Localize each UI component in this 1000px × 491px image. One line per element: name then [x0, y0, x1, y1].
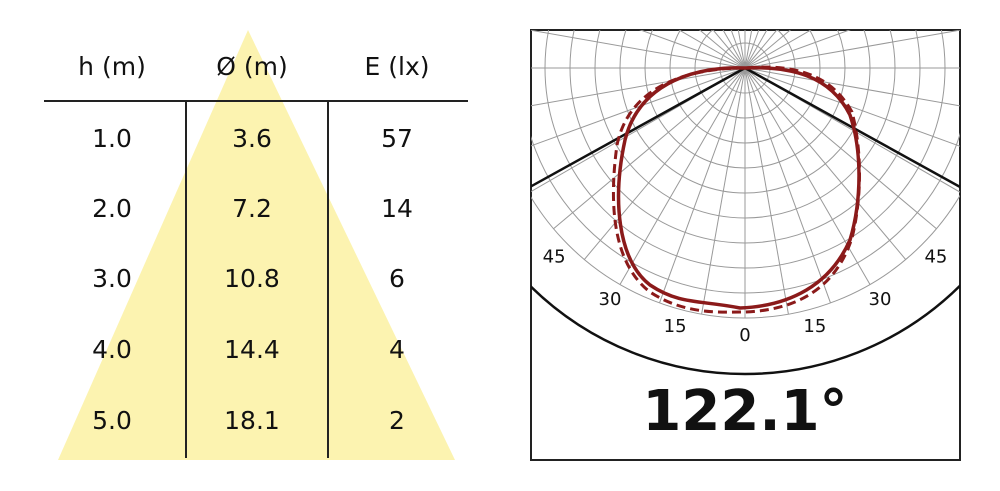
grid-spoke: [744, 30, 792, 69]
angle-labels: 45 30 15 0 15 30 45: [543, 247, 948, 346]
table-cell: 4: [389, 335, 405, 364]
grid-spoke: [698, 30, 746, 69]
grid-spoke: [531, 30, 746, 69]
grid-spoke: [744, 30, 778, 69]
table-cell: 6: [389, 264, 405, 293]
column-header: Ø (m): [216, 52, 287, 81]
column-header: h (m): [78, 52, 146, 81]
angle-label: 0: [739, 325, 750, 346]
light-cone: [58, 30, 455, 460]
grid-spoke: [712, 30, 746, 69]
table-cell: 2.0: [92, 194, 132, 223]
angle-label: 45: [543, 247, 566, 268]
grid-spoke: [619, 67, 746, 285]
grid-spoke: [659, 67, 746, 304]
table-cell: 5.0: [92, 406, 132, 435]
table-cell: 2: [389, 406, 405, 435]
grid-spoke: [744, 30, 812, 69]
grid-spoke: [744, 67, 960, 147]
beam-edge: [744, 66, 960, 189]
beam-edge: [531, 66, 746, 188]
intensity-curve: [616, 65, 861, 310]
table-cell: 10.8: [224, 264, 280, 293]
table-cell: 14: [381, 194, 413, 223]
table-cell: 3.0: [92, 264, 132, 293]
angle-label: 15: [803, 316, 826, 337]
grid-spoke: [744, 30, 851, 69]
grid-spoke: [639, 30, 746, 69]
grid-spoke: [744, 67, 937, 230]
grid-spoke: [744, 30, 768, 69]
angle-label: 45: [924, 247, 947, 268]
grid-spoke: [722, 30, 746, 69]
beam-angle: 122.1°: [642, 379, 847, 444]
table-cell: 14.4: [224, 335, 280, 364]
grid-spoke: [701, 67, 746, 315]
grid-spoke: [583, 67, 746, 260]
outer-arc: [531, 283, 960, 376]
table-cell: 57: [381, 124, 413, 153]
table-cell: 3.6: [232, 124, 272, 153]
grid-spoke: [744, 67, 831, 304]
grid-spoke: [531, 67, 746, 107]
table-cell: 18.1: [224, 406, 280, 435]
table: h (m) Ø (m) E (lx) 1.0 3.6 57 2.0 7.2 14 3.0 10.8 6…: [78, 52, 429, 435]
grid-spoke: [744, 67, 789, 315]
grid-spoke: [678, 30, 746, 69]
grid-spoke: [744, 67, 907, 260]
angle-label: 15: [664, 316, 687, 337]
grid-spoke: [553, 67, 746, 230]
column-header: E (lx): [365, 52, 430, 81]
grid-spoke: [531, 67, 746, 147]
grid-spoke: [744, 67, 960, 107]
grid-spoke: [744, 30, 960, 69]
angle-label: 30: [599, 289, 622, 310]
angle-label: 30: [869, 289, 892, 310]
table-cell: 4.0: [92, 335, 132, 364]
polar-curves: [611, 65, 861, 314]
table-cell: 1.0: [92, 124, 132, 153]
intensity-curve-dashed: [611, 65, 861, 314]
table-cell: 7.2: [232, 194, 272, 223]
